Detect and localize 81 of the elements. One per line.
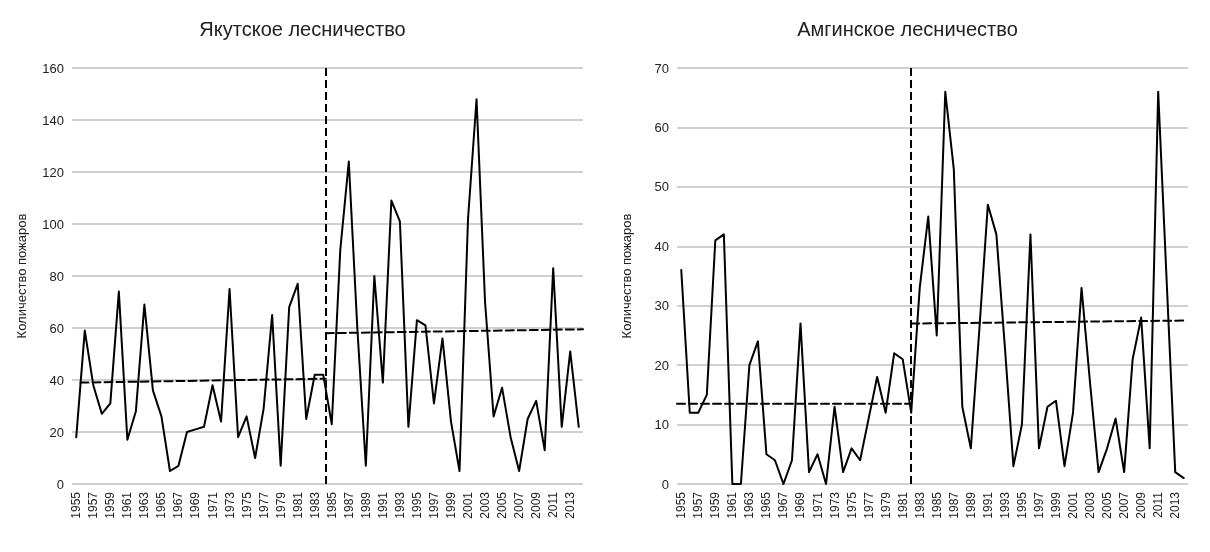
x-tick-label: 2003 [1083,491,1098,519]
y-tick-label: 60 [654,119,669,135]
x-tick-label: 1995 [409,491,424,519]
x-tick-label: 1997 [426,491,441,519]
x-tick-label: 2001 [1066,491,1081,519]
x-tick-label: 1991 [375,491,390,519]
x-tick-label: 1975 [239,491,254,519]
y-tick-label: 20 [49,424,64,440]
x-tick-label: 1995 [1014,491,1029,519]
x-tick-label: 1963 [742,491,757,519]
x-tick-label: 2007 [512,491,527,519]
x-tick-label: 1971 [810,491,825,519]
y-tick-label: 20 [654,357,669,373]
x-tick-label: 1957 [86,491,101,519]
x-tick-label: 2009 [1134,491,1149,519]
x-tick-label: 1977 [256,491,271,519]
x-tick-label: 1967 [776,491,791,519]
chart-title: Якутское лесничество [199,18,406,40]
x-tick-label: 1989 [963,491,978,519]
x-tick-label: 2013 [563,491,578,519]
x-tick-label: 1967 [171,491,186,519]
x-tick-label: 1963 [137,491,152,519]
x-tick-label: 1973 [827,491,842,519]
y-tick-label: 160 [42,60,64,76]
x-tick-label: 1993 [997,491,1012,519]
x-tick-label: 2001 [461,491,476,519]
y-tick-label: 40 [654,238,669,254]
x-tick-label: 1991 [980,491,995,519]
x-tick-label: 1979 [878,491,893,519]
x-tick-label: 1989 [358,491,373,519]
x-tick-label: 1987 [341,491,356,519]
x-tick-label: 1993 [392,491,407,519]
x-tick-label: 2005 [1100,491,1115,519]
x-tick-label: 1981 [895,491,910,519]
x-tick-label: 2011 [1151,491,1166,518]
x-tick-label: 1969 [188,491,203,519]
y-tick-label: 30 [654,298,669,314]
y-tick-label: 0 [56,476,64,492]
x-tick-label: 1959 [103,491,118,519]
x-tick-label: 1983 [912,491,927,519]
x-tick-label: 1979 [273,491,288,519]
y-tick-label: 40 [49,372,64,388]
x-tick-label: 2011 [546,491,561,518]
x-tick-label: 1959 [708,491,723,519]
y-tick-label: 140 [42,112,64,128]
x-tick-label: 2003 [478,491,493,519]
x-tick-label: 1999 [1048,491,1063,519]
x-tick-label: 1961 [725,491,740,519]
x-tick-label: 1955 [69,491,84,519]
x-tick-label: 1977 [861,491,876,519]
y-tick-label: 100 [42,216,64,232]
x-tick-label: 1985 [929,491,944,519]
y-axis-title: Количество пожаров [619,213,634,339]
x-tick-label: 1965 [759,491,774,519]
x-tick-label: 1973 [222,491,237,519]
x-tick-label: 1969 [793,491,808,519]
x-tick-label: 1999 [443,491,458,519]
x-tick-label: 1975 [844,491,859,519]
x-tick-label: 2009 [529,491,544,519]
chart-title: Амгинское лесничество [797,18,1018,40]
y-tick-label: 10 [654,417,669,433]
x-tick-label: 2005 [495,491,510,519]
y-axis-title: Количество пожаров [14,213,29,339]
y-tick-label: 60 [49,320,64,336]
y-tick-label: 120 [42,164,64,180]
x-tick-label: 1997 [1031,491,1046,519]
x-tick-label: 1955 [674,491,689,519]
y-tick-label: 0 [661,476,669,492]
y-tick-label: 50 [654,179,669,195]
x-tick-label: 1961 [120,491,135,519]
x-tick-label: 2013 [1168,491,1183,519]
x-tick-label: 1983 [307,491,322,519]
x-tick-label: 1965 [154,491,169,519]
y-tick-label: 70 [654,60,669,76]
x-tick-label: 1981 [290,491,305,519]
x-tick-label: 1987 [946,491,961,519]
x-tick-label: 1985 [324,491,339,519]
x-tick-label: 1971 [205,491,220,519]
y-tick-label: 80 [49,268,64,284]
x-tick-label: 2007 [1117,491,1132,519]
x-tick-label: 1957 [691,491,706,519]
